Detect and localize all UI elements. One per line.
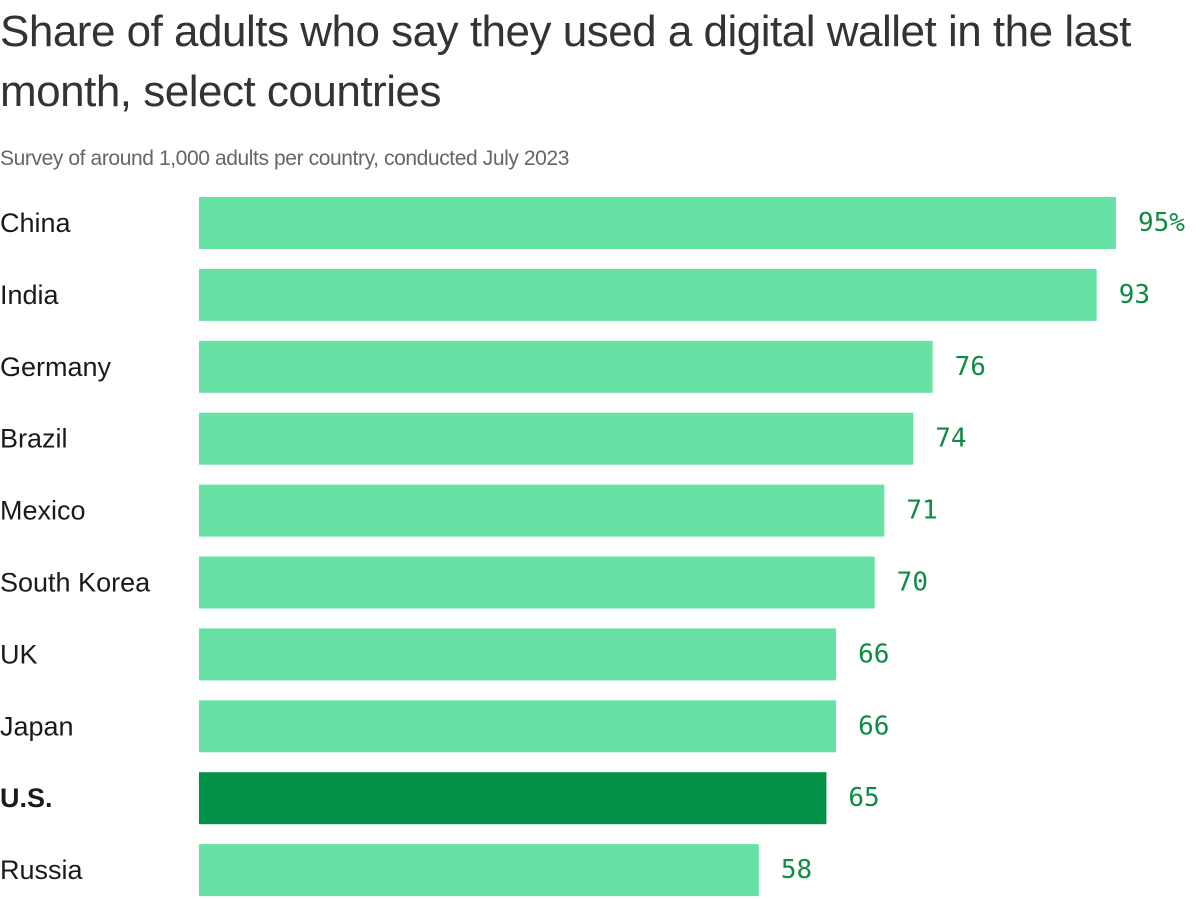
bar (199, 340, 933, 393)
category-label: China (0, 208, 72, 238)
category-label: UK (0, 639, 38, 669)
bar (199, 700, 837, 753)
category-label: Brazil (0, 424, 68, 454)
category-label: India (0, 280, 60, 310)
value-label: 74 (935, 424, 966, 454)
category-label: Mexico (0, 496, 86, 526)
value-label: 66 (858, 639, 889, 669)
category-label: U.S. (0, 783, 53, 813)
bars-layer: China 95% India 93 Germany 76 Brazil 74 Mexico 71… (0, 197, 1185, 897)
value-label: 65 (848, 783, 879, 813)
category-label: Russia (0, 855, 84, 885)
bar (199, 628, 837, 681)
bar (199, 412, 914, 465)
value-label: 66 (858, 711, 889, 741)
category-label: South Korea (0, 568, 151, 598)
value-label: 71 (906, 496, 937, 526)
bar (199, 484, 885, 537)
bar (199, 772, 827, 825)
category-label: Japan (0, 711, 74, 741)
value-label: 70 (897, 568, 928, 598)
chart-subtitle: Survey of around 1,000 adults per countr… (0, 147, 570, 170)
bar (199, 844, 759, 897)
bar (199, 268, 1097, 321)
chart-title: Share of adults who say they used a digi… (0, 7, 1131, 116)
value-label: 58 (781, 855, 812, 885)
bar (199, 556, 875, 609)
category-label: Germany (0, 352, 112, 382)
value-label: 76 (955, 352, 986, 382)
value-label: 93 (1119, 280, 1150, 310)
value-label: 95% (1138, 208, 1185, 238)
bar (199, 197, 1116, 249)
